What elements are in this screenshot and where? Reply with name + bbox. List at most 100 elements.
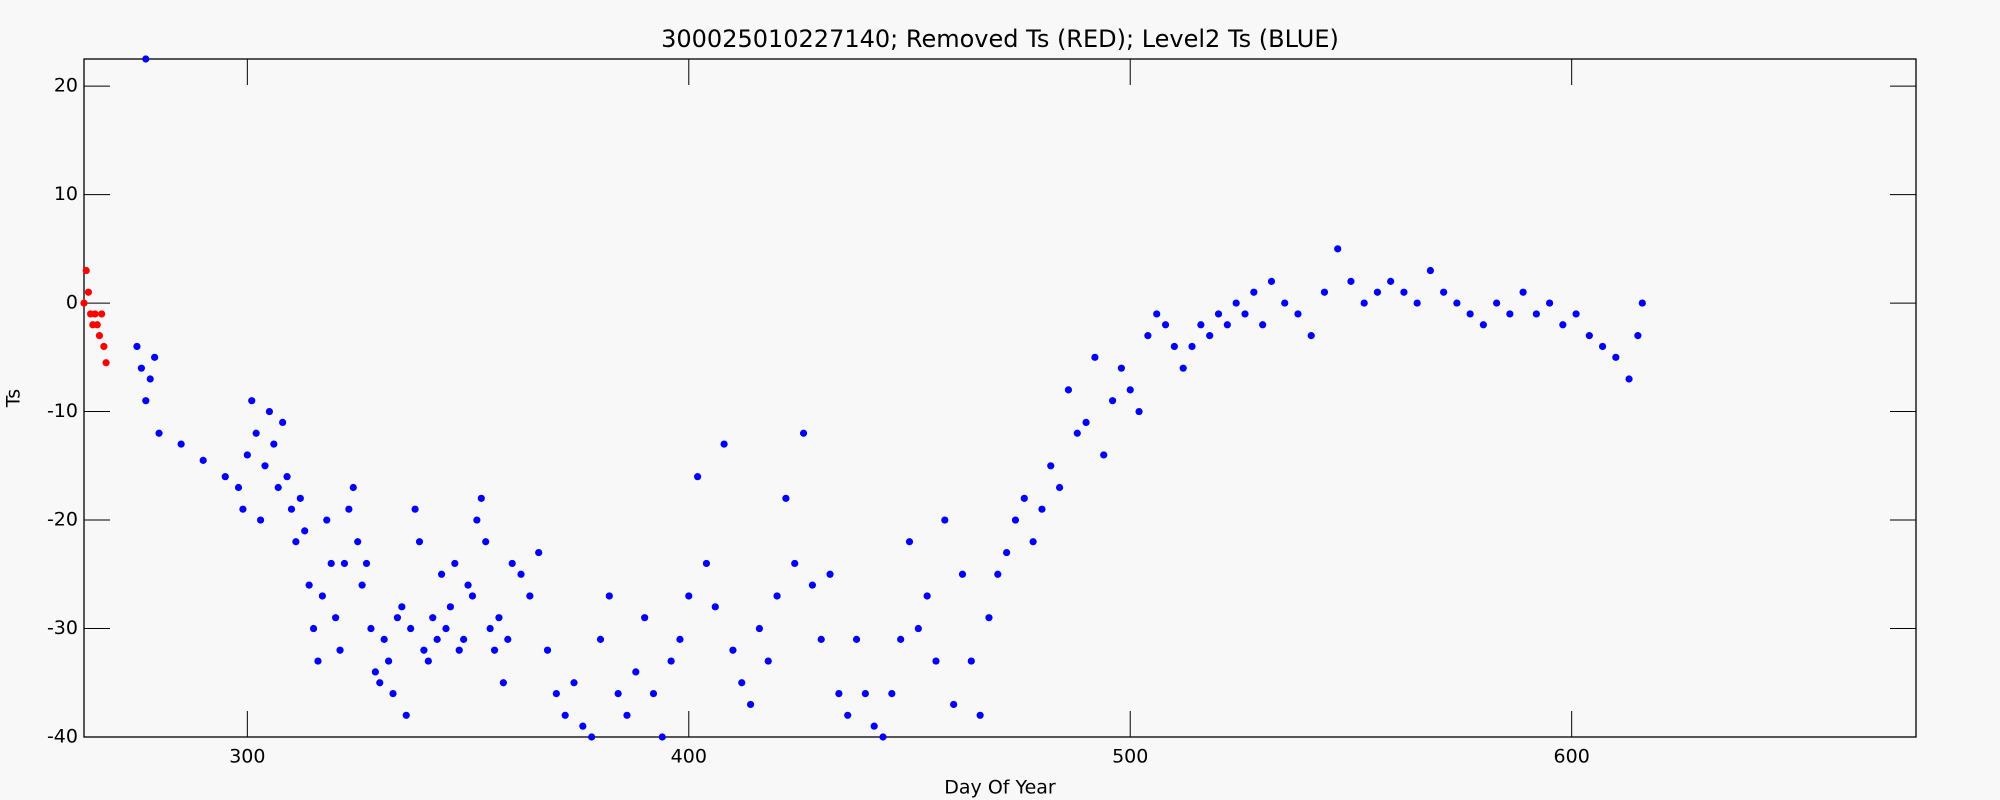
point (243, 451, 251, 459)
point (91, 310, 99, 318)
point (1453, 299, 1461, 307)
point (535, 548, 543, 557)
point (100, 342, 108, 351)
point (486, 624, 494, 633)
point (84, 288, 93, 296)
point (1117, 364, 1125, 372)
y-tick-label: -20 (47, 509, 78, 531)
point (905, 538, 914, 546)
point (985, 614, 993, 622)
point (429, 614, 437, 622)
point (261, 462, 269, 470)
point (1598, 342, 1607, 351)
point (1020, 494, 1028, 502)
point (482, 538, 490, 546)
point (82, 266, 90, 275)
point (371, 668, 379, 676)
x-axis-label: Day Of Year (944, 777, 1056, 799)
point (318, 592, 326, 600)
point (407, 624, 415, 633)
point (234, 483, 243, 492)
point (1334, 245, 1342, 253)
point (327, 559, 335, 568)
point (332, 614, 340, 622)
point (323, 516, 331, 524)
point (1214, 310, 1223, 318)
point (340, 559, 349, 568)
point (605, 592, 613, 600)
point (93, 321, 101, 329)
point (1223, 321, 1231, 329)
point (676, 635, 684, 643)
point (354, 538, 362, 546)
point (508, 559, 516, 568)
point (552, 690, 560, 698)
point (504, 635, 512, 643)
point (1232, 299, 1240, 307)
point (1294, 310, 1302, 318)
point (1038, 505, 1046, 513)
point (1135, 407, 1143, 416)
point (393, 614, 402, 622)
point (446, 603, 454, 611)
point (941, 516, 949, 524)
point (579, 722, 587, 730)
y-axis-label: Ts (3, 389, 25, 408)
point (799, 429, 808, 437)
point (490, 646, 499, 654)
point (694, 473, 702, 481)
point (1532, 310, 1540, 318)
point (142, 55, 150, 63)
point (711, 603, 719, 611)
point (1307, 332, 1315, 340)
point (433, 635, 441, 643)
point (464, 581, 472, 589)
point (279, 418, 287, 427)
point (477, 494, 485, 502)
point (80, 299, 88, 307)
point (1259, 321, 1267, 329)
point (958, 570, 967, 578)
point (274, 483, 282, 492)
point (1440, 288, 1448, 296)
point (1241, 310, 1249, 318)
point (1400, 288, 1408, 296)
point (1506, 310, 1514, 318)
point (791, 559, 799, 568)
point (746, 700, 755, 709)
point (1634, 332, 1642, 340)
point (358, 581, 366, 589)
point (1153, 310, 1161, 318)
x-tick-label: 500 (1112, 746, 1148, 768)
point (1100, 451, 1108, 459)
point (1612, 353, 1620, 361)
point (380, 635, 388, 643)
point (1519, 288, 1527, 296)
point (1493, 299, 1501, 307)
point (1559, 321, 1567, 329)
point (1360, 299, 1368, 307)
point (256, 516, 265, 524)
point (1003, 548, 1011, 557)
plot-frame (83, 58, 1917, 738)
point (1466, 310, 1474, 318)
point (1281, 299, 1289, 307)
point (923, 592, 931, 600)
point (270, 440, 278, 448)
point (177, 440, 185, 448)
point (596, 635, 605, 643)
point (309, 624, 318, 633)
point (623, 711, 631, 719)
point (570, 679, 578, 687)
point (460, 635, 468, 643)
point (1347, 277, 1355, 285)
point (1161, 321, 1170, 329)
point (473, 516, 481, 524)
point (102, 359, 110, 367)
point (451, 559, 459, 568)
point (499, 679, 507, 687)
point (248, 397, 256, 405)
point (658, 733, 666, 741)
point (967, 657, 975, 665)
